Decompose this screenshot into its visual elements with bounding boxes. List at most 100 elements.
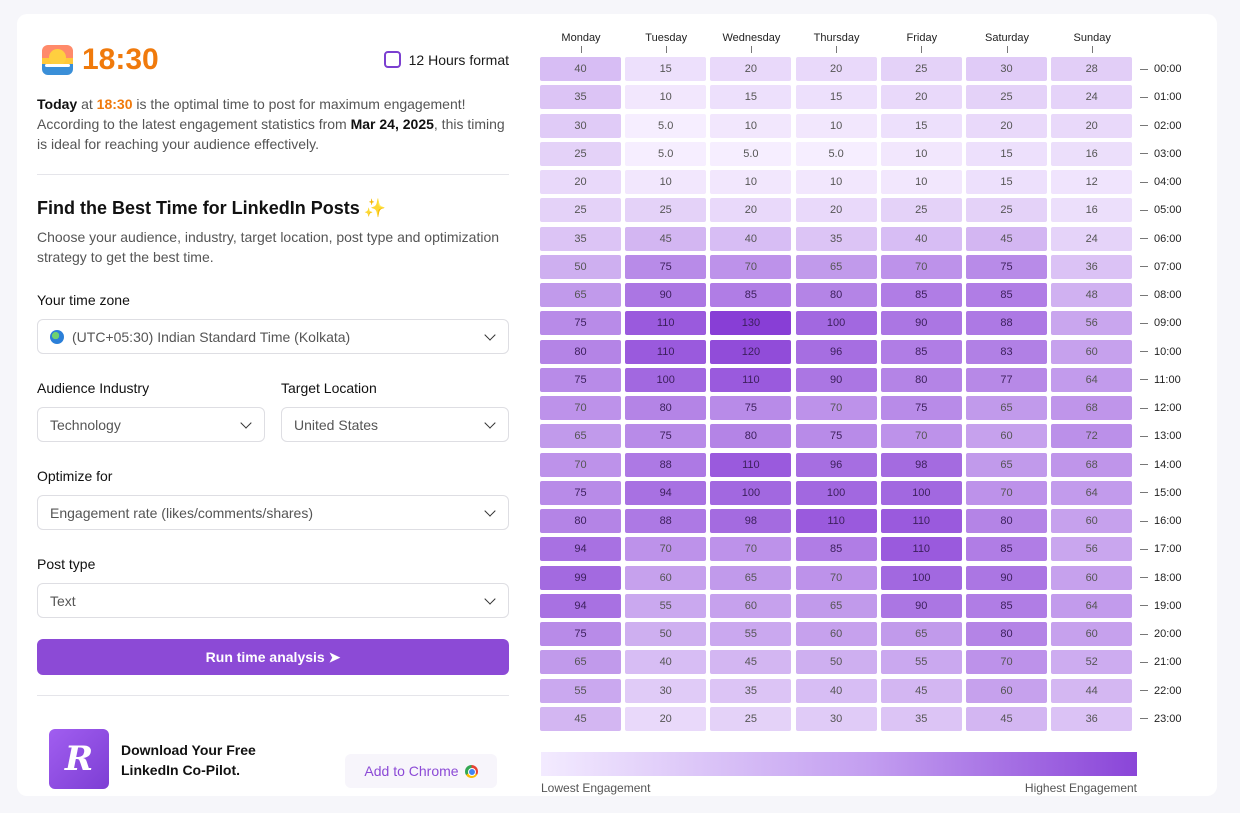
- heatmap-cell-thursday-2300[interactable]: 30: [795, 706, 877, 731]
- heatmap-cell-monday-1600[interactable]: 80: [540, 509, 621, 533]
- heatmap-cell-friday-0000[interactable]: 25: [880, 57, 962, 81]
- heatmap-cell-thursday-0400[interactable]: 10: [795, 170, 877, 194]
- heatmap-cell-saturday-1000[interactable]: 83: [966, 339, 1047, 364]
- heatmap-cell-tuesday-1900[interactable]: 55: [625, 593, 707, 618]
- optimize-select[interactable]: Engagement rate (likes/comments/shares): [37, 495, 509, 530]
- heatmap-cell-saturday-1900[interactable]: 85: [966, 593, 1047, 618]
- heatmap-cell-tuesday-1800[interactable]: 60: [625, 565, 707, 590]
- heatmap-cell-saturday-1400[interactable]: 65: [966, 452, 1047, 477]
- heatmap-cell-friday-1700[interactable]: 110: [880, 537, 962, 562]
- heatmap-cell-friday-0100[interactable]: 20: [880, 85, 962, 110]
- heatmap-cell-sunday-0700[interactable]: 36: [1051, 254, 1133, 279]
- heatmap-cell-friday-1000[interactable]: 85: [880, 339, 962, 364]
- heatmap-cell-wednesday-1700[interactable]: 70: [710, 537, 792, 562]
- heatmap-cell-friday-2200[interactable]: 45: [880, 678, 962, 703]
- heatmap-cell-tuesday-1100[interactable]: 100: [625, 367, 707, 392]
- heatmap-cell-friday-0700[interactable]: 70: [880, 254, 962, 279]
- heatmap-cell-thursday-1000[interactable]: 96: [795, 339, 877, 364]
- heatmap-cell-thursday-2000[interactable]: 60: [795, 622, 877, 646]
- hours-format-toggle[interactable]: 12 Hours format: [383, 51, 509, 68]
- heatmap-cell-tuesday-0200[interactable]: 5.0: [625, 113, 707, 138]
- heatmap-cell-friday-0900[interactable]: 90: [880, 311, 962, 336]
- heatmap-cell-monday-0200[interactable]: 30: [540, 113, 621, 138]
- heatmap-cell-sunday-1500[interactable]: 64: [1051, 480, 1133, 505]
- heatmap-cell-monday-1800[interactable]: 99: [540, 565, 621, 590]
- heatmap-cell-friday-1800[interactable]: 100: [880, 565, 962, 590]
- heatmap-cell-thursday-0600[interactable]: 35: [795, 226, 877, 251]
- heatmap-cell-sunday-0500[interactable]: 16: [1051, 198, 1133, 223]
- heatmap-cell-wednesday-0100[interactable]: 15: [710, 85, 792, 110]
- heatmap-cell-sunday-1700[interactable]: 56: [1051, 537, 1133, 562]
- heatmap-cell-friday-1400[interactable]: 98: [880, 452, 962, 477]
- heatmap-cell-saturday-0900[interactable]: 88: [966, 311, 1047, 336]
- heatmap-cell-friday-1100[interactable]: 80: [880, 367, 962, 392]
- heatmap-cell-sunday-0900[interactable]: 56: [1051, 311, 1133, 336]
- heatmap-cell-sunday-1900[interactable]: 64: [1051, 593, 1133, 618]
- heatmap-cell-wednesday-0000[interactable]: 20: [710, 57, 792, 81]
- heatmap-cell-tuesday-1600[interactable]: 88: [625, 509, 707, 533]
- heatmap-cell-wednesday-1000[interactable]: 120: [710, 339, 792, 364]
- heatmap-cell-thursday-1700[interactable]: 85: [795, 537, 877, 562]
- heatmap-cell-wednesday-0500[interactable]: 20: [710, 198, 792, 223]
- heatmap-cell-thursday-0500[interactable]: 20: [795, 198, 877, 223]
- heatmap-cell-monday-2100[interactable]: 65: [540, 650, 621, 675]
- heatmap-cell-monday-1000[interactable]: 80: [540, 339, 621, 364]
- heatmap-cell-wednesday-1800[interactable]: 65: [710, 565, 792, 590]
- industry-select[interactable]: Technology: [37, 407, 265, 442]
- heatmap-cell-thursday-1200[interactable]: 70: [795, 396, 877, 420]
- heatmap-cell-thursday-0100[interactable]: 15: [795, 85, 877, 110]
- heatmap-cell-monday-0100[interactable]: 35: [540, 85, 621, 110]
- heatmap-cell-tuesday-0700[interactable]: 75: [625, 254, 707, 279]
- heatmap-cell-wednesday-2300[interactable]: 25: [710, 706, 792, 731]
- heatmap-cell-friday-1900[interactable]: 90: [880, 593, 962, 618]
- heatmap-cell-sunday-0800[interactable]: 48: [1051, 283, 1133, 307]
- heatmap-cell-wednesday-1100[interactable]: 110: [710, 367, 792, 392]
- heatmap-cell-monday-0900[interactable]: 75: [540, 311, 621, 336]
- heatmap-cell-tuesday-1700[interactable]: 70: [625, 537, 707, 562]
- heatmap-cell-saturday-0300[interactable]: 15: [966, 141, 1047, 166]
- heatmap-cell-friday-0200[interactable]: 15: [880, 113, 962, 138]
- heatmap-cell-wednesday-0300[interactable]: 5.0: [710, 141, 792, 166]
- heatmap-cell-tuesday-0800[interactable]: 90: [625, 283, 707, 307]
- heatmap-cell-tuesday-0900[interactable]: 110: [625, 311, 707, 336]
- location-select[interactable]: United States: [281, 407, 509, 442]
- heatmap-cell-saturday-2000[interactable]: 80: [966, 622, 1047, 646]
- heatmap-cell-friday-0600[interactable]: 40: [880, 226, 962, 251]
- heatmap-cell-monday-1400[interactable]: 70: [540, 452, 621, 477]
- heatmap-cell-friday-2000[interactable]: 65: [880, 622, 962, 646]
- heatmap-cell-saturday-1700[interactable]: 85: [966, 537, 1047, 562]
- heatmap-cell-thursday-1500[interactable]: 100: [795, 480, 877, 505]
- heatmap-cell-thursday-1800[interactable]: 70: [795, 565, 877, 590]
- heatmap-cell-friday-1200[interactable]: 75: [880, 396, 962, 420]
- heatmap-cell-wednesday-2100[interactable]: 45: [710, 650, 792, 675]
- heatmap-cell-saturday-0400[interactable]: 15: [966, 170, 1047, 194]
- heatmap-cell-sunday-1800[interactable]: 60: [1051, 565, 1133, 590]
- heatmap-cell-monday-1200[interactable]: 70: [540, 396, 621, 420]
- heatmap-cell-monday-1900[interactable]: 94: [540, 593, 621, 618]
- posttype-select[interactable]: Text: [37, 583, 509, 618]
- heatmap-cell-wednesday-1300[interactable]: 80: [710, 424, 792, 449]
- heatmap-cell-thursday-1600[interactable]: 110: [795, 509, 877, 533]
- heatmap-cell-saturday-0500[interactable]: 25: [966, 198, 1047, 223]
- heatmap-cell-friday-1600[interactable]: 110: [880, 509, 962, 533]
- heatmap-cell-monday-0300[interactable]: 25: [540, 141, 621, 166]
- heatmap-cell-wednesday-0600[interactable]: 40: [710, 226, 792, 251]
- heatmap-cell-friday-0300[interactable]: 10: [880, 141, 962, 166]
- heatmap-cell-thursday-0200[interactable]: 10: [795, 113, 877, 138]
- heatmap-cell-monday-1500[interactable]: 75: [540, 480, 621, 505]
- heatmap-cell-wednesday-0900[interactable]: 130: [710, 311, 792, 336]
- heatmap-cell-tuesday-1300[interactable]: 75: [625, 424, 707, 449]
- heatmap-cell-sunday-1300[interactable]: 72: [1051, 424, 1133, 449]
- heatmap-cell-tuesday-1500[interactable]: 94: [625, 480, 707, 505]
- heatmap-cell-monday-1700[interactable]: 94: [540, 537, 621, 562]
- heatmap-cell-thursday-1100[interactable]: 90: [795, 367, 877, 392]
- heatmap-cell-tuesday-0100[interactable]: 10: [625, 85, 707, 110]
- heatmap-cell-friday-2100[interactable]: 55: [880, 650, 962, 675]
- heatmap-cell-saturday-1800[interactable]: 90: [966, 565, 1047, 590]
- heatmap-cell-wednesday-0200[interactable]: 10: [710, 113, 792, 138]
- heatmap-cell-sunday-1100[interactable]: 64: [1051, 367, 1133, 392]
- heatmap-cell-sunday-0200[interactable]: 20: [1051, 113, 1133, 138]
- heatmap-cell-monday-0500[interactable]: 25: [540, 198, 621, 223]
- hours-format-checkbox[interactable]: [383, 51, 401, 68]
- heatmap-cell-saturday-1500[interactable]: 70: [966, 480, 1047, 505]
